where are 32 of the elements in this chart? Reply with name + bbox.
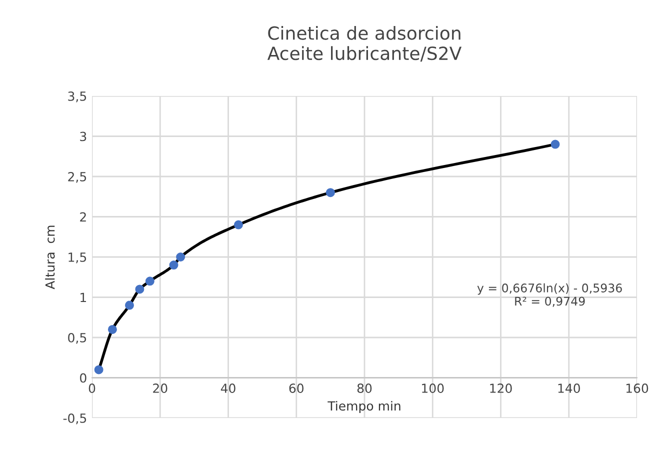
point [169,260,178,270]
chart-title: Cinetica de adsorcion Aceite lubricante/S2V [267,26,462,62]
x-tick-label: 0 [88,384,96,393]
x-axis-title: Tiempo min [328,400,400,414]
point [176,252,186,262]
point [135,284,144,294]
y-tick-label: 0 [80,373,86,383]
point [145,276,154,286]
y-tick-label: 0,5 [68,332,86,344]
point [94,365,104,374]
point [326,188,335,198]
y-tick-label: 2,5 [68,172,86,183]
x-tick-label: 160 [626,384,648,393]
point [550,140,560,149]
point [234,220,243,230]
y-tick-label: 2 [80,212,86,222]
y-tick-label: 3,5 [68,91,86,102]
x-tick-label: 140 [558,384,580,393]
annotation: y = 0,6676ln(x) - 0,5936 R² = 0,9749 [477,283,622,307]
y-tick-label: 3 [80,132,86,142]
y-tick-label: -0,5 [63,413,86,424]
x-tick-label: 120 [490,384,512,393]
x-tick-label: 60 [289,384,304,393]
x-tick-label: 80 [357,384,372,393]
y-axis-title: Altura cm [45,226,55,290]
y-tick-label: 1 [80,292,86,302]
point [124,300,134,310]
x-tick-label: 100 [422,384,444,393]
x-tick-label: 40 [220,384,236,393]
point [108,324,117,334]
y-tick-label: 1,5 [68,252,86,264]
x-tick-label: 20 [153,384,168,393]
